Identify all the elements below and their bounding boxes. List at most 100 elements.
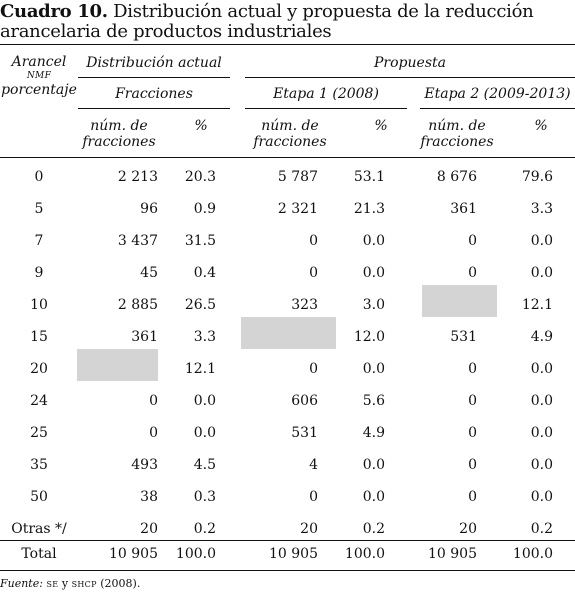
e1-pct-cell: 0.0 bbox=[362, 489, 385, 505]
e1-num-header: núm. de fracciones bbox=[245, 118, 335, 150]
e2-num-header-line2: fracciones bbox=[420, 134, 494, 150]
source-year: (2008). bbox=[100, 577, 141, 590]
da-num-cell: 2 885 bbox=[117, 297, 158, 313]
e2-num-cell: 0 bbox=[468, 393, 477, 409]
source-se: SE bbox=[46, 580, 59, 589]
e2-pct-cell: 100.0 bbox=[512, 546, 553, 562]
e2-pct-cell: 79.6 bbox=[521, 169, 553, 185]
da-num-cell: 45 bbox=[140, 265, 158, 281]
da-pct-cell: 0.2 bbox=[193, 521, 216, 537]
arancel-cell: 10 bbox=[30, 297, 48, 313]
e2-pct-cell: 0.0 bbox=[530, 489, 553, 505]
propuesta-header: Propuesta bbox=[374, 55, 446, 71]
e2-pct-cell: 4.9 bbox=[530, 329, 553, 345]
da-num-header-line1: núm. de bbox=[90, 118, 148, 134]
source-label: Fuente: bbox=[0, 577, 43, 590]
arancel-cell: 9 bbox=[34, 265, 44, 281]
arancel-cell: 24 bbox=[30, 393, 48, 409]
e1-pct-cell: 100.0 bbox=[344, 546, 385, 562]
e1-pct-cell: 0.0 bbox=[362, 265, 385, 281]
arancel-header-line3: porcentaje bbox=[1, 82, 77, 98]
da-pct-cell: 20.3 bbox=[184, 169, 216, 185]
e2-pct-cell: 0.0 bbox=[530, 425, 553, 441]
arancel-cell: 20 bbox=[30, 361, 48, 377]
e1-pct-cell: 3.0 bbox=[362, 297, 385, 313]
e2-pct-cell: 0.0 bbox=[530, 393, 553, 409]
e1-pct-cell: 21.3 bbox=[353, 201, 385, 217]
da-num-cell: 38 bbox=[140, 489, 158, 505]
bottom-rule bbox=[0, 570, 575, 571]
da-pct-cell: 100.0 bbox=[175, 546, 216, 562]
e1-num-cell: 0 bbox=[309, 361, 318, 377]
e2-pct-cell: 0.2 bbox=[530, 521, 553, 537]
etapa2-rule bbox=[420, 108, 575, 109]
da-pct-cell: 0.4 bbox=[193, 265, 216, 281]
da-pct-cell: 3.3 bbox=[193, 329, 216, 345]
e1-num-cell: 10 905 bbox=[269, 546, 318, 562]
distribucion-header: Distribución actual bbox=[86, 55, 222, 71]
e1-pct-cell: 5.6 bbox=[362, 393, 385, 409]
fracciones-rule bbox=[78, 108, 230, 109]
arancel-cell: 35 bbox=[30, 457, 48, 473]
arancel-cell: Total bbox=[21, 546, 57, 562]
etapa1-header: Etapa 1 (2008) bbox=[273, 86, 379, 102]
e1-pct-cell: 12.0 bbox=[353, 329, 385, 345]
da-num-cell: 0 bbox=[149, 425, 158, 441]
da-pct-cell: 4.5 bbox=[193, 457, 216, 473]
da-num-cell: 20 bbox=[140, 521, 158, 537]
e2-num-cell: 0 bbox=[468, 489, 477, 505]
arancel-cell: 25 bbox=[30, 425, 48, 441]
da-pct-cell: 31.5 bbox=[184, 233, 216, 249]
e1-num-cell: 4 bbox=[309, 457, 318, 473]
e1-pct-cell: 4.9 bbox=[362, 425, 385, 441]
e1-pct-cell: 0.0 bbox=[362, 233, 385, 249]
e2-num-cell: 0 bbox=[468, 457, 477, 473]
e2-pct-cell: 0.0 bbox=[530, 361, 553, 377]
e2-pct-cell: 0.0 bbox=[530, 265, 553, 281]
e1-num-cell: 2 321 bbox=[277, 201, 318, 217]
arancel-cell: 15 bbox=[30, 329, 48, 345]
e1-pct-cell: 53.1 bbox=[353, 169, 385, 185]
arancel-header-line1: Arancel bbox=[11, 54, 67, 70]
e2-num-header: núm. de fracciones bbox=[416, 118, 498, 150]
arancel-cell: 50 bbox=[30, 489, 48, 505]
arancel-cell: Otras */ bbox=[11, 521, 67, 537]
da-pct-cell: 0.3 bbox=[193, 489, 216, 505]
arancel-header: Arancel NMF porcentaje bbox=[0, 54, 78, 98]
e2-num-cell: 0 bbox=[468, 361, 477, 377]
fracciones-header: Fracciones bbox=[115, 86, 193, 102]
e1-num-cell: 5 787 bbox=[277, 169, 318, 185]
e2-num-cell: 0 bbox=[468, 425, 477, 441]
etapa1-rule bbox=[245, 108, 407, 109]
da-pct-cell: 12.1 bbox=[184, 361, 216, 377]
da-num-cell: 0 bbox=[149, 393, 158, 409]
header-bottom-rule bbox=[0, 157, 575, 158]
da-pct-header: % bbox=[194, 118, 208, 134]
e1-num-cell: 606 bbox=[291, 393, 318, 409]
shaded-cell-distribucion-row20 bbox=[77, 349, 158, 381]
e1-num-header-line1: núm. de bbox=[261, 118, 319, 134]
da-num-header-line2: fracciones bbox=[82, 134, 156, 150]
da-num-cell: 10 905 bbox=[109, 546, 158, 562]
e2-num-cell: 10 905 bbox=[428, 546, 477, 562]
e1-pct-cell: 0.0 bbox=[362, 457, 385, 473]
e1-pct-cell: 0.0 bbox=[362, 361, 385, 377]
da-num-cell: 3 437 bbox=[117, 233, 158, 249]
da-num-cell: 96 bbox=[140, 201, 158, 217]
da-pct-cell: 0.0 bbox=[193, 425, 216, 441]
source-y: y bbox=[61, 577, 69, 590]
top-rule bbox=[0, 44, 575, 45]
da-pct-cell: 0.9 bbox=[193, 201, 216, 217]
da-num-header: núm. de fracciones bbox=[78, 118, 160, 150]
table-caption: Distribución actual y propuesta de la re… bbox=[0, 1, 534, 42]
e2-pct-cell: 12.1 bbox=[521, 297, 553, 313]
da-num-cell: 493 bbox=[131, 457, 158, 473]
table-title: Cuadro 10. Distribución actual y propues… bbox=[0, 2, 575, 42]
da-pct-cell: 0.0 bbox=[193, 393, 216, 409]
e2-pct-cell: 0.0 bbox=[530, 233, 553, 249]
e2-pct-header: % bbox=[534, 118, 548, 134]
shaded-cell-etapa1-row15 bbox=[241, 317, 336, 349]
e2-num-header-line1: núm. de bbox=[428, 118, 486, 134]
source-note: Fuente: SE y SHCP (2008). bbox=[0, 577, 140, 592]
e2-num-cell: 0 bbox=[468, 265, 477, 281]
